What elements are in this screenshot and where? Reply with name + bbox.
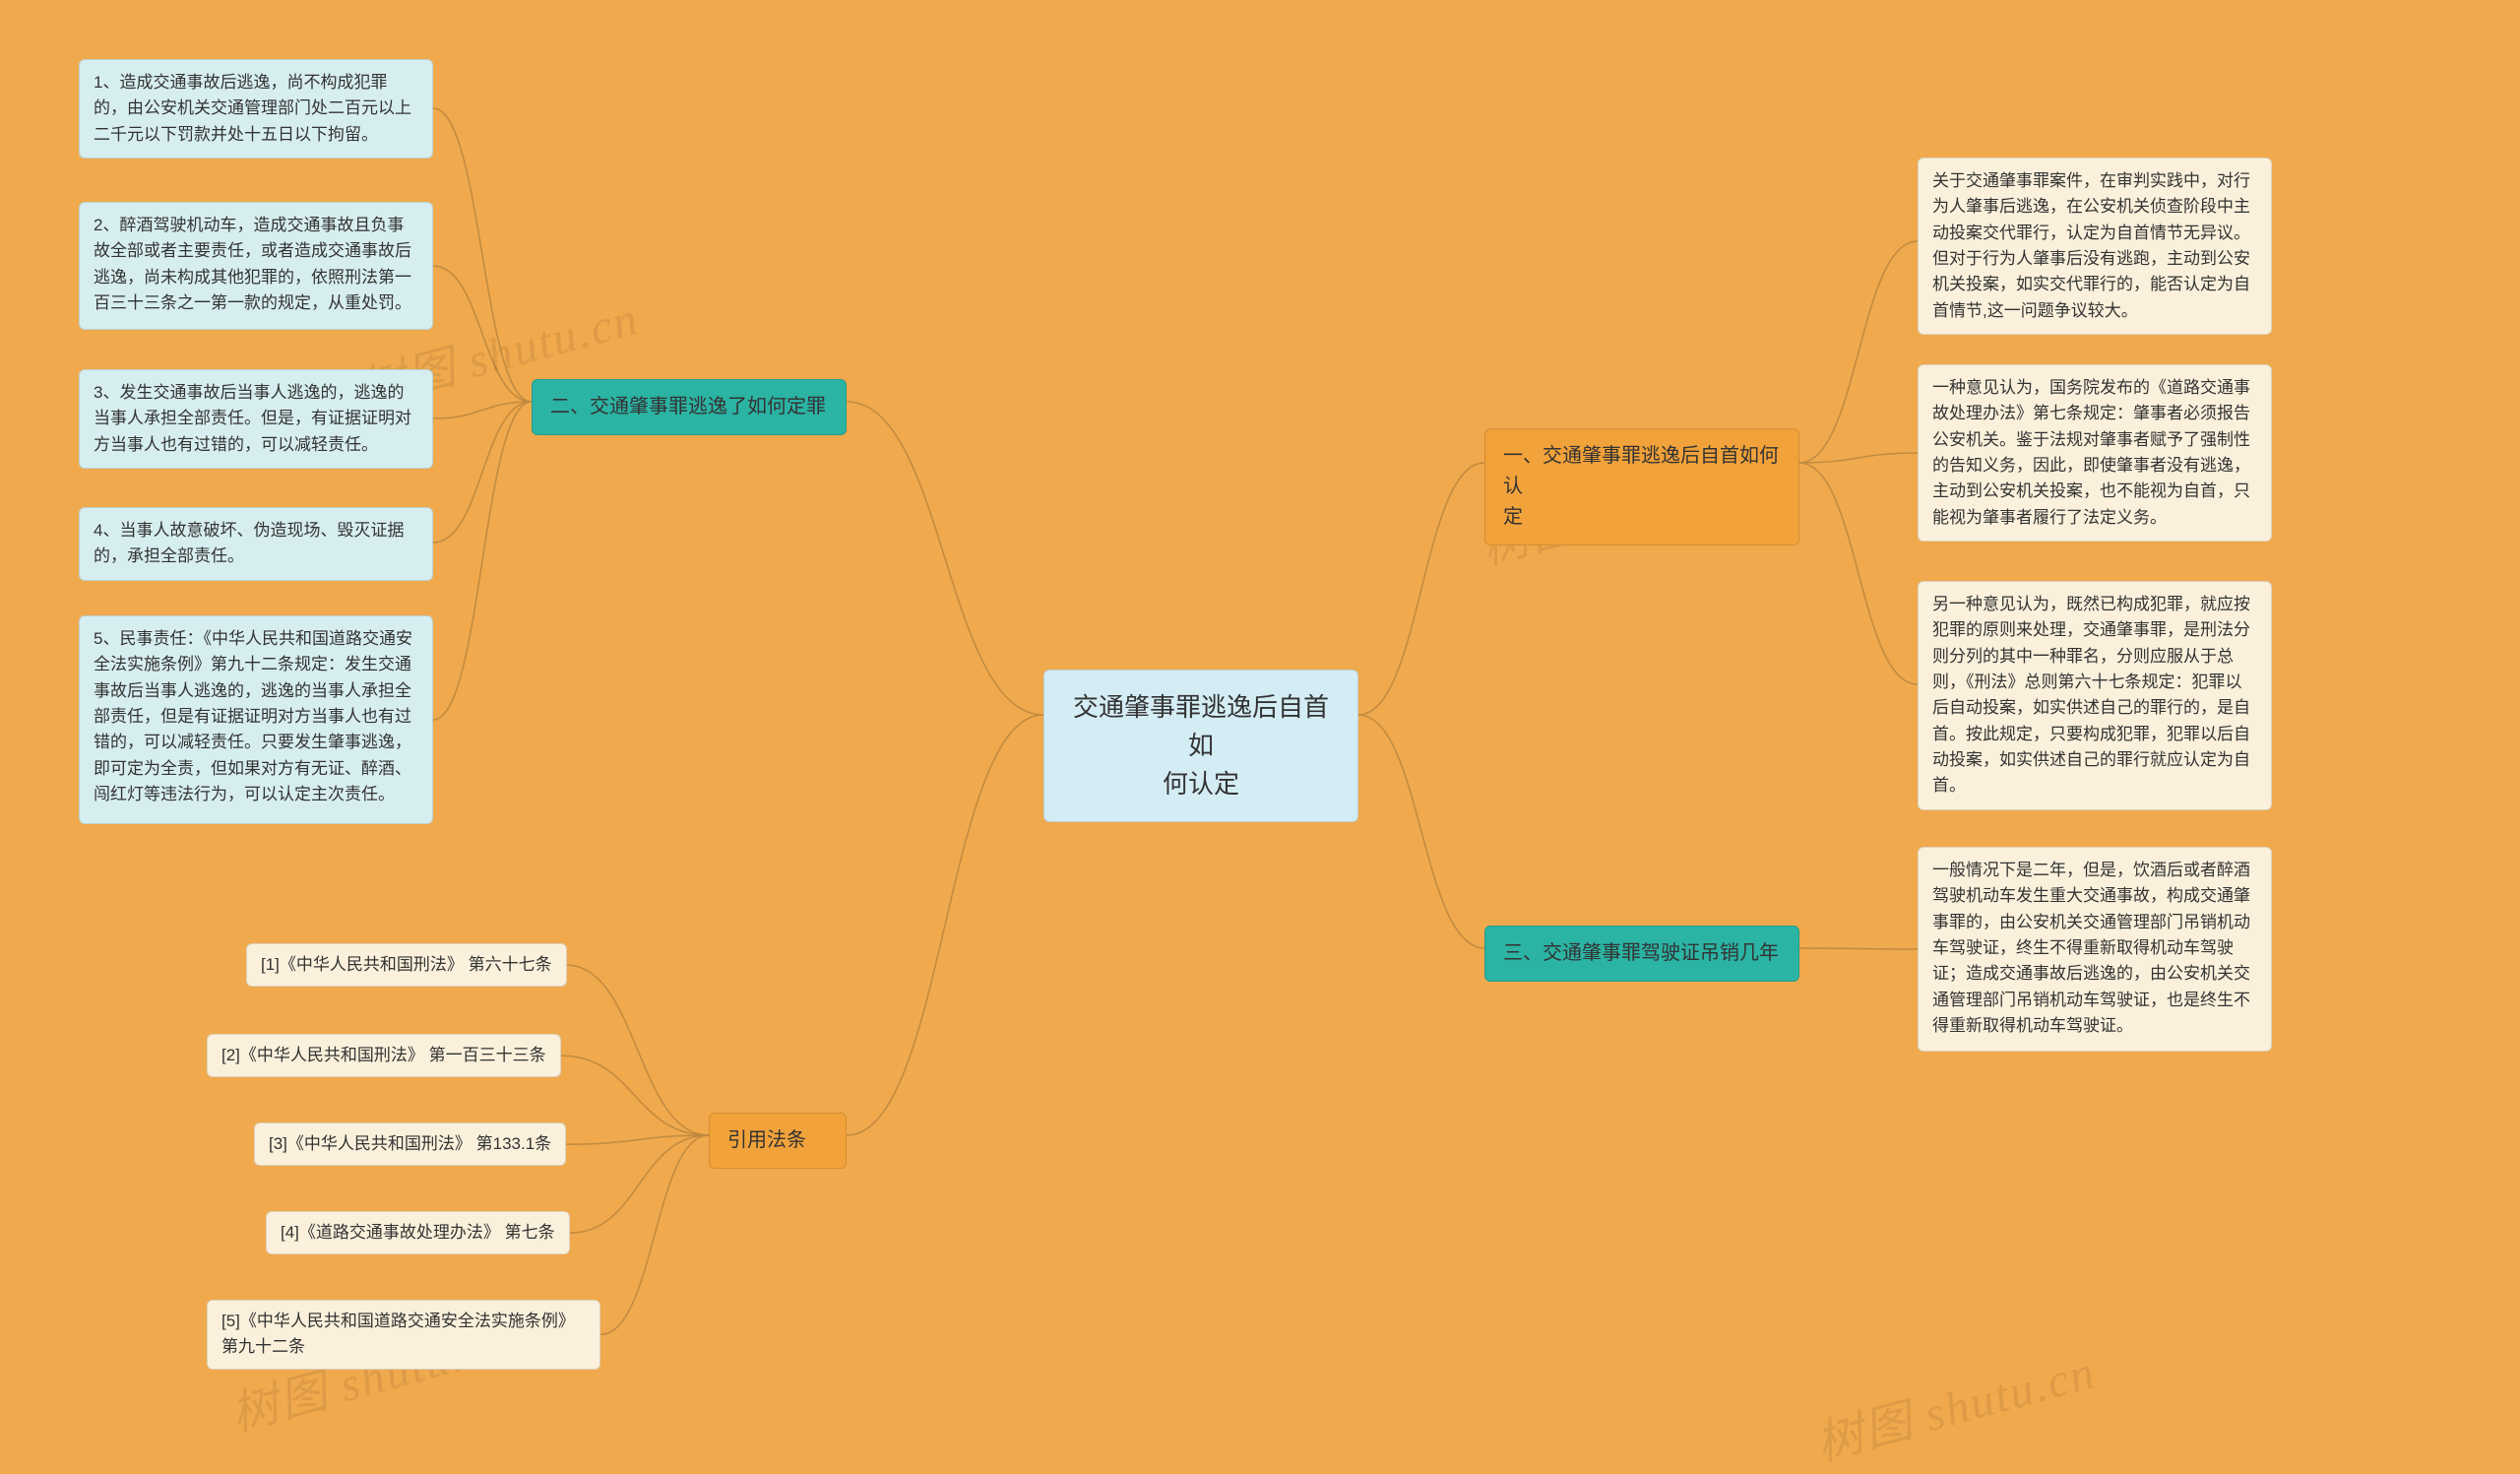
leaf-b4l4[interactable]: [4]《道路交通事故处理办法》 第七条: [266, 1211, 570, 1254]
leaf-b2l1[interactable]: 1、造成交通事故后逃逸，尚不构成犯罪的，由公安机关交通管理部门处二百元以上二千元…: [79, 59, 433, 159]
leaf-b2l2[interactable]: 2、醉酒驾驶机动车，造成交通事故且负事故全部或者主要责任，或者造成交通事故后逃逸…: [79, 202, 433, 330]
leaf-b2l3[interactable]: 3、发生交通事故后当事人逃逸的，逃逸的当事人承担全部责任。但是，有证据证明对方当…: [79, 369, 433, 469]
branch-b4[interactable]: 引用法条: [709, 1113, 847, 1169]
leaf-b2l5[interactable]: 5、民事责任：《中华人民共和国道路交通安全法实施条例》第九十二条规定：发生交通事…: [79, 615, 433, 824]
branch-b2[interactable]: 二、交通肇事罪逃逸了如何定罪: [532, 379, 847, 435]
branch-b3[interactable]: 三、交通肇事罪驾驶证吊销几年: [1484, 926, 1799, 982]
center-node[interactable]: 交通肇事罪逃逸后自首如 何认定: [1043, 670, 1358, 822]
leaf-b4l3[interactable]: [3]《中华人民共和国刑法》 第133.1条: [254, 1122, 566, 1166]
leaf-b1l3[interactable]: 另一种意见认为，既然已构成犯罪，就应按犯罪的原则来处理，交通肇事罪，是刑法分则分…: [1918, 581, 2272, 810]
branch-b1[interactable]: 一、交通肇事罪逃逸后自首如何认 定: [1484, 428, 1799, 545]
leaf-b4l1[interactable]: [1]《中华人民共和国刑法》 第六十七条: [246, 943, 567, 987]
leaf-b2l4[interactable]: 4、当事人故意破坏、伪造现场、毁灭证据的，承担全部责任。: [79, 507, 433, 581]
leaf-b4l5[interactable]: [5]《中华人民共和国道路交通安全法实施条例》 第九十二条: [207, 1300, 600, 1370]
leaf-b1l1[interactable]: 关于交通肇事罪案件，在审判实践中，对行为人肇事后逃逸，在公安机关侦查阶段中主动投…: [1918, 158, 2272, 335]
leaf-b3l1[interactable]: 一般情况下是二年，但是，饮酒后或者醉酒驾驶机动车发生重大交通事故，构成交通肇事罪…: [1918, 847, 2272, 1052]
watermark: 树图 shutu.cn: [1807, 1332, 2103, 1473]
leaf-b4l2[interactable]: [2]《中华人民共和国刑法》 第一百三十三条: [207, 1034, 561, 1077]
leaf-b1l2[interactable]: 一种意见认为，国务院发布的《道路交通事故处理办法》第七条规定：肇事者必须报告公安…: [1918, 364, 2272, 542]
